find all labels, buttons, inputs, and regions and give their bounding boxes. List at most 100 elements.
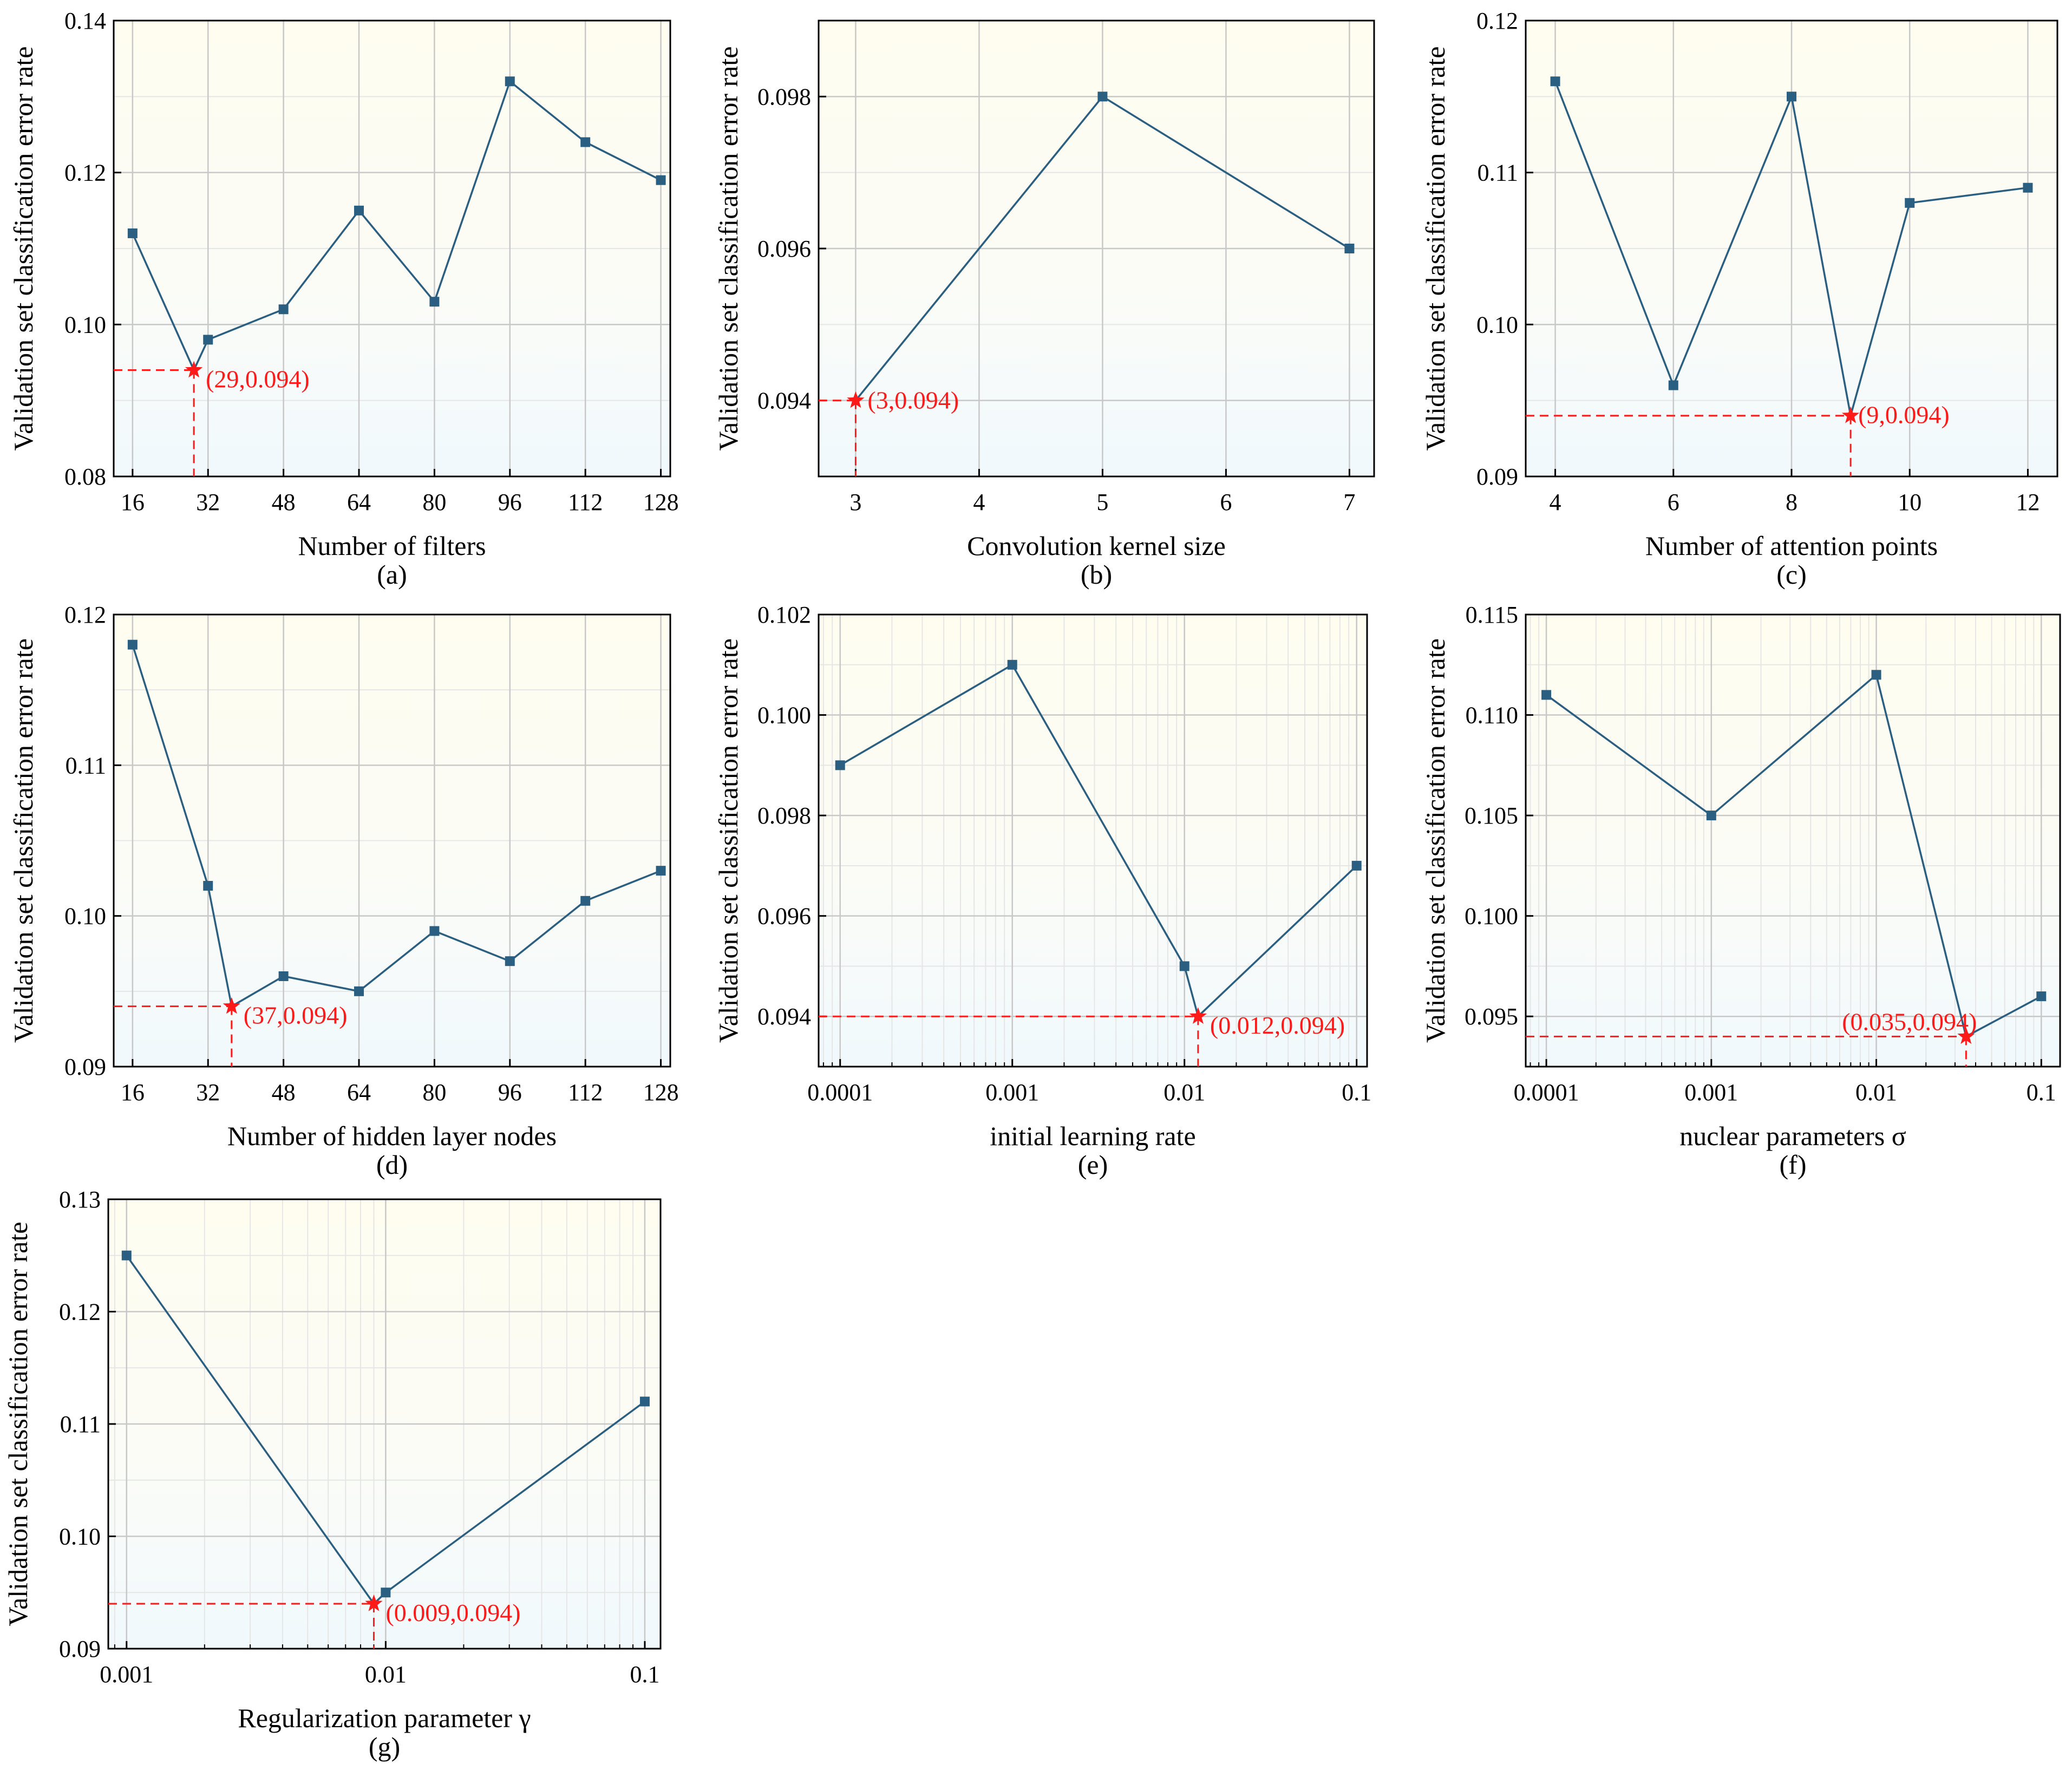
y-axis-label: Validation set classification error rate [1420,47,1450,451]
plot-frame [113,19,671,478]
panel-caption: (f) [1780,1149,1807,1180]
y-tick-label: 0.11 [66,752,106,779]
x-axis-label: Number of filters [298,531,486,561]
y-tick-label: 0.14 [64,8,106,34]
y-tick-label: 0.09 [64,1054,106,1080]
data-point [505,956,515,966]
y-tick-label: 0.10 [59,1524,101,1550]
y-tick-label: 0.102 [757,602,811,628]
optimum-label: (29,0.094) [206,365,310,393]
data-point [1668,380,1678,390]
x-tick-label: 0.01 [365,1661,407,1688]
data-point [639,1396,650,1407]
chart-b: 3 4 5 6 7 0.094 0.096 0.098 Convolution kernel s… [713,19,1375,590]
y-axis-label: Validation set classification error rate [3,1222,33,1626]
x-tick-label: 96 [498,1079,522,1106]
data-point [1351,860,1362,871]
optimum-star [1841,406,1860,423]
x-tick-label: 32 [196,489,220,515]
x-tick-label: 0.1 [2027,1079,2056,1106]
data-point [1541,690,1552,700]
data-point [505,76,515,87]
series-line [126,1255,646,1605]
y-tick-label: 0.096 [757,236,811,262]
y-axis-label: Validation set classification error rate [8,638,38,1043]
y-tick-label: 0.12 [64,160,106,186]
y-tick-label: 0.12 [64,602,106,628]
data-point [127,228,138,238]
data-point [580,137,591,147]
x-tick-label: 0.1 [1342,1079,1371,1106]
chart-f: 0.0001 0.001 0.01 0.1 0.095 0.100 0.105 0.110 0.… [1420,602,2061,1180]
data-point [127,639,138,650]
optimum-star [847,391,865,408]
x-tick-label: 16 [121,1079,145,1106]
data-point [656,175,666,185]
y-tick-label: 0.094 [757,388,811,414]
x-tick-label: 32 [196,1079,220,1106]
x-tick-label: 128 [643,489,679,515]
y-tick-label: 0.094 [757,1003,811,1030]
data-point [835,760,845,770]
plot-frame [1525,613,2061,1068]
x-tick-label: 8 [1786,489,1798,515]
x-tick-label: 0.01 [1164,1079,1205,1106]
x-tick-label: 10 [1898,489,1921,515]
y-tick-label: 0.098 [757,83,811,110]
chart-d: 16 32 48 64 80 96 112 128 0.09 0.10 0.11 0.12 Number… [8,602,679,1180]
x-tick-label: 64 [347,1079,371,1106]
optimum-label: (3,0.094) [867,387,959,414]
x-tick-label: 6 [1220,489,1232,515]
x-tick-label: 4 [1550,489,1561,515]
x-axis-label: nuclear parameters σ [1679,1121,1906,1151]
panel-caption: (a) [377,559,407,590]
x-axis-label: Number of hidden layer nodes [227,1121,557,1151]
x-tick-label: 0.001 [985,1079,1039,1106]
panel-caption: (g) [369,1732,400,1762]
optimum-label: (0.012,0.094) [1210,1011,1345,1039]
panel-caption: (e) [1078,1149,1108,1180]
x-axis-label: Number of attention points [1645,531,1938,561]
x-tick-label: 0.0001 [807,1079,873,1106]
data-point [121,1250,132,1260]
x-tick-label: 0.1 [630,1661,659,1688]
x-tick-label: 3 [849,489,861,515]
y-tick-label: 0.13 [59,1186,101,1213]
y-tick-label: 0.110 [1466,702,1518,729]
y-tick-label: 0.100 [1465,903,1518,930]
optimum-star [223,997,240,1014]
data-point [1871,670,1881,680]
optimum-star [1957,1027,1975,1044]
chart-a: 16 32 48 64 80 96 112 128 0.08 0.10 0.12 0.14 Number… [8,8,679,590]
data-point [1007,659,1017,670]
y-tick-label: 0.10 [64,311,106,338]
y-tick-label: 0.098 [757,802,811,829]
x-tick-label: 112 [568,489,603,515]
x-tick-label: 5 [1096,489,1108,515]
data-point [429,297,440,307]
plot-frame [113,613,671,1068]
x-tick-label: 0.001 [100,1661,153,1688]
data-point [278,304,289,315]
optimum-star [185,361,203,378]
panel-caption: (c) [1776,559,1807,590]
x-tick-label: 48 [272,1079,296,1106]
optimum-label: (0.009,0.094) [385,1599,520,1626]
plot-frame [818,613,1368,1068]
data-point [203,881,213,891]
chart-g: 0.001 0.01 0.1 0.09 0.10 0.11 0.12 0.13 Regulari… [3,1186,662,1762]
data-point [1097,92,1108,102]
data-point [354,205,364,215]
y-tick-label: 0.10 [1476,311,1518,338]
y-axis-label: Validation set classification error rate [1420,638,1450,1043]
series-line [1554,81,2028,417]
x-tick-label: 128 [643,1079,679,1106]
x-tick-label: 16 [121,489,145,515]
x-tick-label: 0.0001 [1514,1079,1579,1106]
y-axis-label: Validation set classification error rate [713,638,743,1043]
data-point [429,926,440,936]
y-tick-label: 0.09 [59,1636,101,1662]
data-point [354,986,364,996]
panel-caption: (b) [1081,559,1112,590]
data-point [1905,198,1915,208]
